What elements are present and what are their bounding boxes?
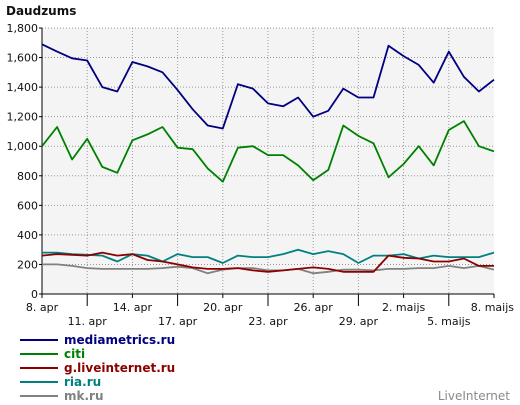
brand-label: LiveInternet (438, 389, 510, 403)
series-line (41, 251, 494, 273)
y-tick-label: 0 (31, 288, 38, 301)
y-tick-label: 400 (17, 229, 38, 242)
y-tick-label: 1,000 (7, 140, 39, 153)
x-tick-label: 8. apr (26, 301, 59, 314)
chart-title: Daudzums (6, 4, 76, 18)
legend-label: ria.ru (64, 375, 101, 389)
y-tick-label: 1,400 (7, 81, 39, 94)
y-tick-label: 200 (17, 258, 38, 271)
series-lines (41, 43, 495, 275)
y-tick-label: 1,600 (7, 52, 39, 65)
legend-label: citi (64, 347, 85, 361)
y-tick-label: 1,200 (7, 111, 39, 124)
y-tick-label: 600 (17, 199, 38, 212)
x-tick-label: 2. maijs (382, 301, 426, 314)
series-line (41, 43, 495, 130)
x-tick-label: 17. apr (158, 315, 198, 328)
x-tick-label: 5. maijs (427, 315, 471, 328)
y-tick-label: 1,800 (7, 22, 39, 35)
x-tick-label: 20. apr (203, 301, 243, 314)
x-tick-label: 11. apr (68, 315, 108, 328)
y-tick-label: 800 (17, 170, 38, 183)
legend-label: g.liveinternet.ru (64, 361, 175, 375)
axis-ticks: 0 200 400 600 800 1,000 1,200 1,400 1,600 1,800 8.… (7, 22, 515, 328)
legend-label: mk.ru (64, 389, 104, 403)
x-tick-label: 14. apr (113, 301, 153, 314)
series-line (42, 263, 495, 275)
legend: mediametrics.rucitig.liveinternet.ruria.… (20, 333, 175, 403)
legend-label: mediametrics.ru (64, 333, 175, 347)
x-tick-label: 8. maijs (471, 301, 515, 314)
gridlines (42, 27, 494, 294)
x-tick-label: 26. apr (294, 301, 334, 314)
series-line (41, 120, 495, 183)
x-tick-label: 29. apr (339, 315, 379, 328)
x-tick-label: 23. apr (248, 315, 288, 328)
